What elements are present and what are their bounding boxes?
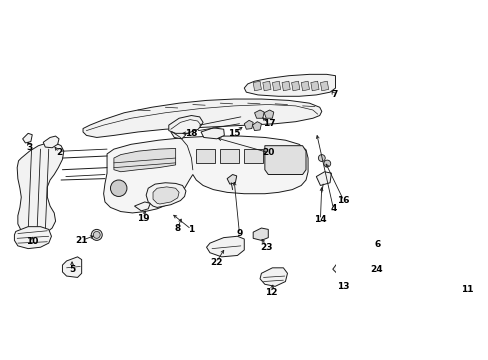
Polygon shape (291, 81, 299, 91)
Polygon shape (264, 110, 273, 118)
Polygon shape (22, 133, 32, 143)
Text: 14: 14 (313, 215, 326, 224)
Circle shape (91, 229, 102, 240)
Text: 20: 20 (262, 148, 274, 157)
Polygon shape (310, 81, 318, 91)
Circle shape (93, 231, 100, 238)
Circle shape (110, 180, 127, 197)
Polygon shape (360, 210, 392, 228)
Text: 4: 4 (329, 204, 336, 213)
Polygon shape (254, 110, 264, 118)
Polygon shape (134, 202, 150, 211)
Polygon shape (272, 81, 280, 91)
Polygon shape (43, 136, 59, 148)
Polygon shape (354, 181, 394, 198)
Text: 5: 5 (69, 265, 75, 274)
Polygon shape (196, 149, 215, 163)
Polygon shape (220, 149, 239, 163)
Polygon shape (206, 236, 244, 257)
Polygon shape (201, 128, 224, 139)
Polygon shape (262, 81, 270, 91)
Polygon shape (168, 116, 203, 133)
Polygon shape (332, 260, 360, 275)
Text: 2: 2 (56, 148, 62, 157)
Polygon shape (103, 136, 307, 213)
Text: 8: 8 (174, 224, 181, 233)
Polygon shape (170, 128, 185, 139)
Text: 17: 17 (263, 119, 275, 128)
Polygon shape (282, 81, 290, 91)
Polygon shape (316, 172, 331, 185)
Text: 10: 10 (26, 237, 39, 246)
Text: 19: 19 (137, 214, 149, 223)
Polygon shape (146, 183, 185, 207)
Text: 13: 13 (337, 282, 349, 291)
Text: 1: 1 (188, 225, 194, 234)
Text: 15: 15 (227, 129, 240, 138)
Polygon shape (253, 81, 261, 91)
Polygon shape (320, 81, 328, 91)
Polygon shape (14, 227, 51, 249)
Text: 16: 16 (337, 196, 349, 205)
Polygon shape (252, 122, 261, 131)
Text: 21: 21 (75, 236, 88, 245)
Text: 7: 7 (330, 90, 337, 99)
Polygon shape (83, 99, 321, 138)
Text: 23: 23 (260, 243, 273, 252)
Polygon shape (62, 257, 81, 278)
Polygon shape (244, 120, 253, 129)
Polygon shape (301, 81, 309, 91)
Polygon shape (17, 143, 64, 236)
Text: 22: 22 (209, 258, 222, 267)
Text: 6: 6 (374, 240, 381, 249)
Polygon shape (260, 268, 287, 286)
Polygon shape (114, 148, 175, 172)
Polygon shape (244, 74, 335, 96)
Text: 18: 18 (185, 129, 197, 138)
Text: 9: 9 (236, 229, 242, 238)
Polygon shape (244, 149, 263, 163)
Polygon shape (153, 187, 179, 204)
Polygon shape (253, 228, 268, 240)
Polygon shape (226, 175, 236, 184)
Polygon shape (264, 146, 305, 175)
Polygon shape (370, 256, 488, 282)
Text: 11: 11 (460, 285, 472, 294)
Circle shape (318, 154, 325, 162)
Circle shape (323, 160, 330, 167)
Text: 24: 24 (369, 265, 382, 274)
Text: 12: 12 (264, 288, 277, 297)
Text: 3: 3 (26, 143, 33, 152)
